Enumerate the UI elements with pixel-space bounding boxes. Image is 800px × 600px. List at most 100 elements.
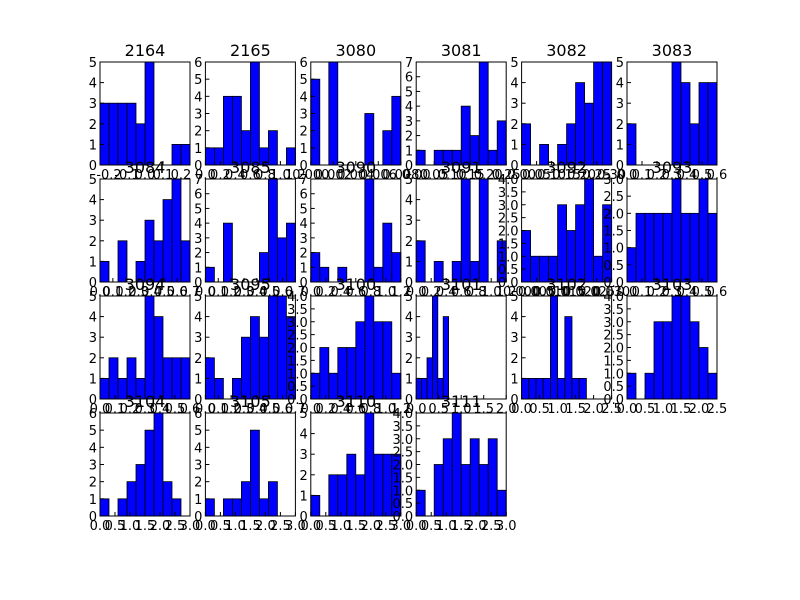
y-tick-label: 4	[89, 77, 97, 92]
bar	[249, 316, 260, 400]
bar	[213, 147, 224, 166]
chart-title: 3105	[230, 392, 271, 411]
bar	[144, 61, 155, 166]
y-tick-label: 1.5	[603, 354, 624, 369]
bar	[355, 474, 366, 517]
y-tick-label: 2	[194, 476, 202, 491]
bar	[707, 212, 718, 283]
bar	[653, 212, 664, 283]
bar	[276, 237, 287, 283]
y-tick-label: 2.5	[603, 329, 624, 344]
y-tick-label: 7	[194, 173, 202, 188]
y-tick-label: 2.0	[498, 225, 519, 240]
bar	[584, 178, 594, 283]
bar	[108, 357, 119, 400]
bar	[355, 321, 366, 400]
bar	[671, 178, 682, 283]
bar	[144, 295, 155, 400]
y-tick-label: 1	[510, 372, 518, 387]
y-tick-label: 3	[300, 448, 308, 463]
y-tick-label: 1.0	[393, 484, 414, 499]
bar	[204, 266, 215, 283]
x-tick-label: 0.0	[406, 519, 427, 534]
y-tick-label: 0	[405, 159, 413, 174]
y-tick-label: 0	[405, 276, 413, 291]
bar	[319, 347, 330, 400]
y-tick-label: 0	[194, 393, 202, 408]
x-tick-label: 0.0	[617, 402, 638, 417]
x-tick-label: 1.0	[120, 519, 141, 534]
y-tick-label: 3.0	[498, 199, 519, 214]
y-tick-label: 4	[194, 441, 202, 456]
y-tick-label: 4	[510, 77, 518, 92]
y-tick-label: 3	[89, 459, 97, 474]
x-tick-label: 2.0	[466, 519, 487, 534]
bar	[460, 464, 471, 517]
x-tick-label: 2.0	[689, 402, 710, 417]
bar	[496, 489, 507, 517]
y-tick-label: 3.0	[603, 173, 624, 188]
x-tick-label: 2.5	[270, 519, 291, 534]
chart-title: 3083	[652, 41, 693, 60]
bar	[635, 212, 646, 283]
bar	[99, 102, 110, 166]
x-tick-label: 1.0	[653, 402, 674, 417]
chart-title: 3082	[546, 41, 587, 60]
bar	[382, 222, 393, 283]
bar	[126, 481, 137, 517]
bar	[469, 438, 480, 517]
bar	[240, 336, 251, 400]
chart-title: 3085	[230, 158, 271, 177]
y-tick-label: 5	[510, 56, 518, 71]
chart-title: 2165	[230, 41, 271, 60]
y-tick-label: 4	[510, 311, 518, 326]
bar	[99, 377, 110, 400]
y-tick-label: 5	[405, 85, 413, 100]
y-tick-label: 1	[194, 142, 202, 157]
y-tick-label: 1.0	[498, 250, 519, 265]
chart-title: 3100	[335, 275, 376, 294]
y-tick-label: 0.5	[287, 380, 308, 395]
bar	[373, 321, 384, 400]
y-tick-label: 4	[89, 194, 97, 209]
y-tick-label: 4	[405, 100, 413, 115]
bar	[117, 102, 128, 166]
y-tick-label: 2.5	[287, 329, 308, 344]
y-tick-label: 0.0	[603, 276, 624, 291]
bar	[328, 61, 339, 166]
bar	[431, 295, 439, 400]
bar	[557, 377, 566, 400]
chart-title: 3093	[652, 158, 693, 177]
y-tick-label: 1	[405, 372, 413, 387]
y-tick-label: 4	[405, 194, 413, 209]
y-tick-label: 1.0	[603, 367, 624, 382]
y-tick-label: 5	[616, 56, 624, 71]
y-tick-label: 0.0	[603, 393, 624, 408]
x-tick-label: 2.0	[150, 519, 171, 534]
y-tick-label: 3	[300, 108, 308, 123]
y-tick-label: 2.0	[393, 459, 414, 474]
bar	[662, 212, 673, 283]
y-tick-label: 2	[300, 125, 308, 140]
y-tick-label: 4	[300, 90, 308, 105]
y-tick-label: 5	[89, 56, 97, 71]
y-tick-label: 2	[510, 352, 518, 367]
bar	[276, 295, 287, 400]
bar	[496, 120, 507, 166]
bar	[680, 82, 691, 166]
bar	[328, 474, 339, 517]
x-tick-label: 1.0	[225, 519, 246, 534]
y-tick-label: 5	[194, 290, 202, 305]
bar	[602, 61, 612, 166]
bar	[578, 377, 587, 400]
y-tick-label: 6	[194, 56, 202, 71]
y-tick-label: 0	[194, 159, 202, 174]
y-tick-label: 6	[194, 407, 202, 422]
bar	[346, 453, 357, 517]
y-tick-label: 7	[405, 56, 413, 71]
bar	[460, 178, 471, 283]
x-tick-label: 0.5	[421, 519, 442, 534]
bar	[382, 453, 393, 517]
y-tick-label: 3.5	[498, 186, 519, 201]
